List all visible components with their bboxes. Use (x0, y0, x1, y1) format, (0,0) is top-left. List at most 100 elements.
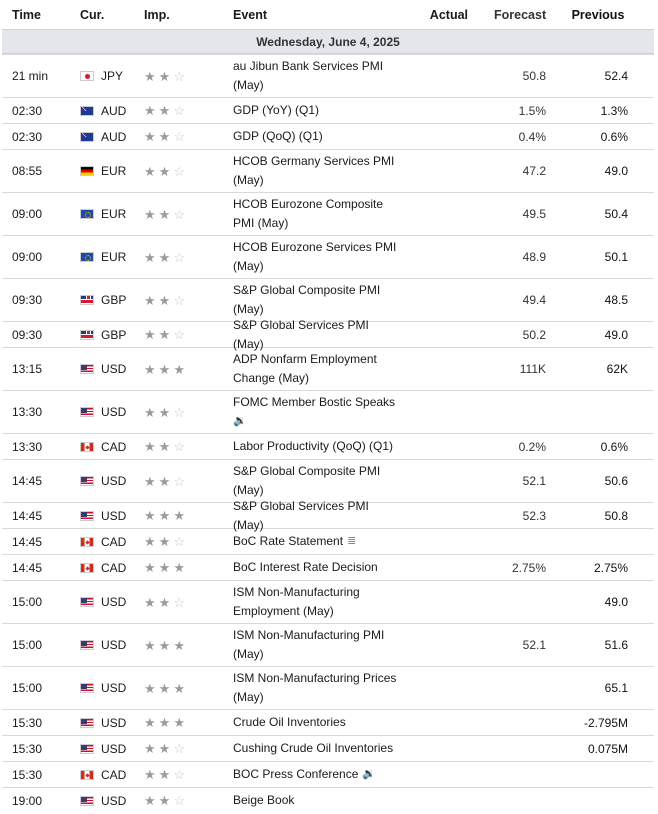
document-icon[interactable]: ≣ (347, 535, 357, 548)
event-title[interactable]: ISM Non-Manufacturing PMI (May) (233, 628, 385, 661)
event-title[interactable]: GDP (YoY) (Q1) (233, 103, 320, 117)
event-title[interactable]: ADP Nonfarm Employment Change (May) (233, 352, 377, 385)
event-previous: 51.6 (604, 638, 628, 652)
currency-code: USD (101, 793, 127, 808)
table-row[interactable]: 09:30 GBP ★ ★ ☆ S&P Global Services PMI (May)… (2, 318, 654, 351)
header-forecast[interactable]: Forecast (494, 8, 547, 22)
event-currency: USD (74, 742, 136, 756)
jpy-flag-icon (80, 71, 94, 81)
star-empty-icon: ☆ (173, 206, 185, 222)
speaker-icon[interactable]: 🔉 (233, 415, 247, 428)
header-importance[interactable]: Imp. (144, 8, 170, 22)
event-title[interactable]: GDP (QoQ) (Q1) (233, 129, 323, 143)
speaker-icon[interactable]: 🔉 (362, 768, 377, 781)
table-row[interactable]: 14:45 USD ★ ★ ☆ S&P Global Composite PMI (May… (2, 459, 654, 502)
event-name[interactable]: ISM Non-Manufacturing Prices (May) (224, 669, 402, 707)
star-filled-icon: ★ (158, 715, 171, 730)
event-time: 21 min (12, 69, 49, 83)
star-filled-icon: ★ (144, 292, 156, 308)
table-row[interactable]: 09:30 GBP ★ ★ ☆ S&P Global Composite PMI (May… (2, 278, 654, 321)
table-row[interactable]: 02:30 AUD ★ ★ ☆ GDP (YoY) (Q1) 1.5% 1.3% (2, 97, 654, 123)
event-title[interactable]: Labor Productivity (QoQ) (Q1) (233, 439, 394, 453)
table-row[interactable]: 19:00 USD ★ ★ ☆ Beige Book (2, 787, 654, 813)
event-name[interactable]: Crude Oil Inventories (224, 713, 402, 732)
event-title[interactable]: Beige Book (233, 793, 295, 807)
header-actual[interactable]: Actual (429, 8, 468, 22)
event-currency: AUD (74, 104, 136, 118)
event-name[interactable]: Cushing Crude Oil Inventories (224, 739, 402, 758)
star-filled-icon: ★ (158, 767, 171, 782)
table-row[interactable]: 13:15 USD ★ ★ ★ ADP Nonfarm Employment Change… (2, 347, 654, 390)
event-currency: USD (74, 681, 136, 695)
event-name[interactable]: FOMC Member Bostic Speaks 🔉 (224, 393, 402, 431)
event-name[interactable]: S&P Global Services PMI (May) (224, 316, 402, 354)
event-title[interactable]: Cushing Crude Oil Inventories (233, 741, 394, 755)
star-empty-icon: ☆ (173, 68, 185, 84)
star-empty-icon: ☆ (173, 163, 185, 179)
event-name[interactable]: HCOB Eurozone Services PMI (May) (224, 238, 402, 276)
table-row[interactable]: 08:55 EUR ★ ★ ☆ HCOB Germany Services PMI (Ma… (2, 149, 654, 192)
event-title[interactable]: ISM Non-Manufacturing Employment (May) (233, 585, 360, 618)
event-title[interactable]: HCOB Germany Services PMI (May) (233, 154, 395, 187)
event-importance: ★ ★ ☆ (136, 440, 224, 453)
event-name[interactable]: HCOB Germany Services PMI (May) (224, 152, 402, 190)
table-row[interactable]: 21 min JPY ★ ★ ☆ au Jibun Bank Services PMI (… (2, 54, 654, 97)
table-row[interactable]: 13:30 CAD ★ ★ ☆ Labor Productivity (QoQ) (Q1)… (2, 433, 654, 459)
event-title[interactable]: HCOB Eurozone Services PMI (May) (233, 240, 397, 273)
event-name[interactable]: Labor Productivity (QoQ) (Q1) (224, 437, 402, 456)
table-row[interactable]: 15:30 USD ★ ★ ☆ Cushing Crude Oil Inventories… (2, 735, 654, 761)
event-name[interactable]: GDP (YoY) (Q1) (224, 101, 402, 120)
event-title[interactable]: Crude Oil Inventories (233, 715, 346, 729)
event-title[interactable]: S&P Global Services PMI (May) (233, 498, 369, 532)
star-filled-icon: ★ (144, 361, 156, 377)
event-title[interactable]: au Jibun Bank Services PMI (May) (233, 59, 384, 92)
event-name[interactable]: BoC Interest Rate Decision (224, 558, 402, 577)
usd-flag-icon (80, 640, 94, 650)
table-row[interactable]: 09:00 EUR ★ ★ ☆ HCOB Eurozone Composite PMI (… (2, 192, 654, 235)
table-row[interactable]: 15:00 USD ★ ★ ★ ISM Non-Manufacturing Prices … (2, 666, 654, 709)
event-name[interactable]: HCOB Eurozone Composite PMI (May) (224, 195, 402, 233)
table-row[interactable]: 13:30 USD ★ ★ ☆ FOMC Member Bostic Speaks 🔉 (2, 390, 654, 433)
table-row[interactable]: 15:00 USD ★ ★ ☆ ISM Non-Manufacturing Employm… (2, 580, 654, 623)
event-currency: CAD (74, 535, 136, 549)
event-title[interactable]: ISM Non-Manufacturing Prices (May) (233, 671, 397, 704)
event-title[interactable]: S&P Global Services PMI (May) (233, 317, 369, 351)
header-previous[interactable]: Previous (571, 8, 625, 22)
event-name[interactable]: ISM Non-Manufacturing Employment (May) (224, 583, 402, 621)
table-row[interactable]: 15:30 USD ★ ★ ★ Crude Oil Inventories -2.795M (2, 709, 654, 735)
event-title[interactable]: S&P Global Composite PMI (May) (233, 464, 381, 497)
table-row[interactable]: 15:30 CAD ★ ★ ☆ BOC Press Conference 🔉 (2, 761, 654, 787)
table-row[interactable]: 02:30 AUD ★ ★ ☆ GDP (QoQ) (Q1) 0.4% 0.6% (2, 123, 654, 149)
event-name[interactable]: S&P Global Composite PMI (May) (224, 462, 402, 500)
event-name[interactable]: ADP Nonfarm Employment Change (May) (224, 350, 402, 388)
star-filled-icon: ★ (173, 508, 185, 523)
event-name[interactable]: ISM Non-Manufacturing PMI (May) (224, 626, 402, 664)
event-title[interactable]: BOC Press Conference (233, 766, 359, 781)
event-title[interactable]: BoC Interest Rate Decision (233, 560, 378, 574)
event-title[interactable]: BoC Rate Statement (233, 533, 344, 548)
event-time: 09:00 (12, 207, 43, 221)
event-title[interactable]: FOMC Member Bostic Speaks (233, 394, 396, 409)
header-time[interactable]: Time (12, 8, 41, 22)
event-name[interactable]: Beige Book (224, 791, 402, 810)
event-name[interactable]: S&P Global Services PMI (May) (224, 497, 402, 535)
event-name[interactable]: au Jibun Bank Services PMI (May) (224, 57, 402, 95)
star-filled-icon: ★ (144, 715, 156, 730)
table-row[interactable]: 14:45 CAD ★ ★ ★ BoC Interest Rate Decision 2.7… (2, 554, 654, 580)
table-row[interactable]: 15:00 USD ★ ★ ★ ISM Non-Manufacturing PMI (Ma… (2, 623, 654, 666)
event-importance: ★ ★ ★ (136, 363, 224, 376)
event-title[interactable]: HCOB Eurozone Composite PMI (May) (233, 197, 384, 230)
event-importance: ★ ★ ☆ (136, 104, 224, 117)
event-title[interactable]: S&P Global Composite PMI (May) (233, 283, 381, 316)
table-row[interactable]: 14:45 CAD ★ ★ ☆ BoC Rate Statement ≣ (2, 528, 654, 554)
event-name[interactable]: BOC Press Conference 🔉 (224, 765, 402, 784)
currency-code: CAD (101, 439, 127, 454)
header-event[interactable]: Event (233, 7, 268, 22)
event-name[interactable]: GDP (QoQ) (Q1) (224, 127, 402, 146)
event-name[interactable]: BoC Rate Statement ≣ (224, 532, 402, 551)
header-currency[interactable]: Cur. (80, 8, 105, 22)
event-name[interactable]: S&P Global Composite PMI (May) (224, 281, 402, 319)
event-previous: 0.075M (587, 741, 628, 756)
table-row[interactable]: 14:45 USD ★ ★ ★ S&P Global Services PMI (May)… (2, 499, 654, 532)
table-row[interactable]: 09:00 EUR ★ ★ ☆ HCOB Eurozone Services PMI (M… (2, 235, 654, 278)
